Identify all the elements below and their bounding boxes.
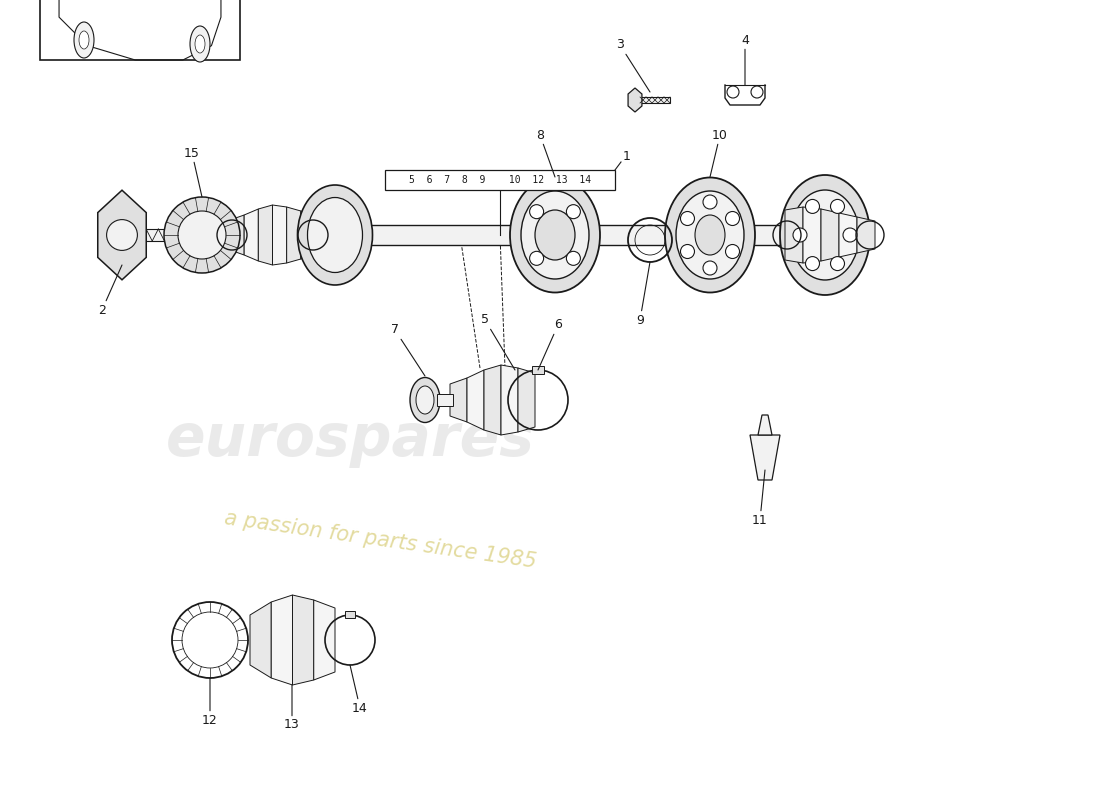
Circle shape xyxy=(107,219,138,250)
Text: 3: 3 xyxy=(616,38,650,92)
Polygon shape xyxy=(98,190,146,280)
Polygon shape xyxy=(821,209,839,261)
Bar xyxy=(640,97,670,103)
Text: 6: 6 xyxy=(538,318,562,370)
Ellipse shape xyxy=(416,386,434,414)
Polygon shape xyxy=(628,88,642,112)
Ellipse shape xyxy=(791,190,859,280)
Ellipse shape xyxy=(535,210,575,260)
Circle shape xyxy=(529,251,543,266)
Text: 5: 5 xyxy=(481,314,515,370)
Circle shape xyxy=(164,197,240,273)
Ellipse shape xyxy=(695,215,725,255)
Circle shape xyxy=(726,211,739,226)
Circle shape xyxy=(727,86,739,98)
Ellipse shape xyxy=(666,178,755,293)
Text: 9: 9 xyxy=(636,262,650,326)
Bar xyxy=(140,229,195,241)
Polygon shape xyxy=(287,207,300,263)
Circle shape xyxy=(178,211,226,259)
Circle shape xyxy=(703,261,717,275)
Bar xyxy=(385,170,615,190)
Polygon shape xyxy=(839,213,857,257)
Text: 5  6  7  8  9    10  12  13  14: 5 6 7 8 9 10 12 13 14 xyxy=(409,175,591,185)
Polygon shape xyxy=(244,209,258,261)
Ellipse shape xyxy=(297,185,373,285)
Circle shape xyxy=(830,199,845,214)
Polygon shape xyxy=(230,215,244,255)
Ellipse shape xyxy=(510,178,600,293)
Polygon shape xyxy=(500,365,518,435)
Circle shape xyxy=(566,205,581,218)
Polygon shape xyxy=(785,207,803,263)
Polygon shape xyxy=(758,415,772,435)
Text: 7: 7 xyxy=(390,323,425,376)
Polygon shape xyxy=(293,595,314,685)
Ellipse shape xyxy=(308,198,363,273)
Circle shape xyxy=(681,245,694,258)
Circle shape xyxy=(703,195,717,209)
Text: 8: 8 xyxy=(536,129,556,177)
Text: 1: 1 xyxy=(623,150,631,163)
Text: 2: 2 xyxy=(98,265,122,317)
Polygon shape xyxy=(803,207,821,263)
Circle shape xyxy=(726,245,739,258)
Text: 15: 15 xyxy=(184,146,202,197)
Bar xyxy=(226,225,780,245)
Polygon shape xyxy=(314,600,336,680)
Text: 11: 11 xyxy=(752,470,768,526)
Circle shape xyxy=(529,205,543,218)
Ellipse shape xyxy=(410,378,440,422)
Circle shape xyxy=(793,228,807,242)
Circle shape xyxy=(805,257,820,270)
Polygon shape xyxy=(484,365,500,435)
Text: 10: 10 xyxy=(710,129,728,177)
Text: 14: 14 xyxy=(350,665,367,714)
Polygon shape xyxy=(450,378,468,422)
Polygon shape xyxy=(857,217,874,253)
Text: eurospares: eurospares xyxy=(165,411,535,469)
Polygon shape xyxy=(250,602,272,678)
Ellipse shape xyxy=(780,175,870,295)
Polygon shape xyxy=(273,205,287,265)
Polygon shape xyxy=(272,595,293,685)
Polygon shape xyxy=(518,368,535,432)
Bar xyxy=(532,366,544,374)
Ellipse shape xyxy=(79,31,89,49)
Circle shape xyxy=(805,199,820,214)
Circle shape xyxy=(566,251,581,266)
Ellipse shape xyxy=(521,191,588,279)
Bar xyxy=(345,611,355,618)
Bar xyxy=(437,394,453,406)
Polygon shape xyxy=(468,370,484,430)
Polygon shape xyxy=(300,211,315,259)
Circle shape xyxy=(830,257,845,270)
Circle shape xyxy=(751,86,763,98)
Ellipse shape xyxy=(190,26,210,62)
Ellipse shape xyxy=(74,22,94,58)
Ellipse shape xyxy=(195,35,205,53)
Text: 12: 12 xyxy=(202,678,218,726)
Polygon shape xyxy=(258,205,273,265)
Circle shape xyxy=(681,211,694,226)
Polygon shape xyxy=(750,435,780,480)
Text: 4: 4 xyxy=(741,34,749,85)
Text: a passion for parts since 1985: a passion for parts since 1985 xyxy=(222,508,538,572)
Circle shape xyxy=(843,228,857,242)
Ellipse shape xyxy=(676,191,744,279)
Text: 13: 13 xyxy=(284,685,300,731)
Bar xyxy=(40,0,240,60)
